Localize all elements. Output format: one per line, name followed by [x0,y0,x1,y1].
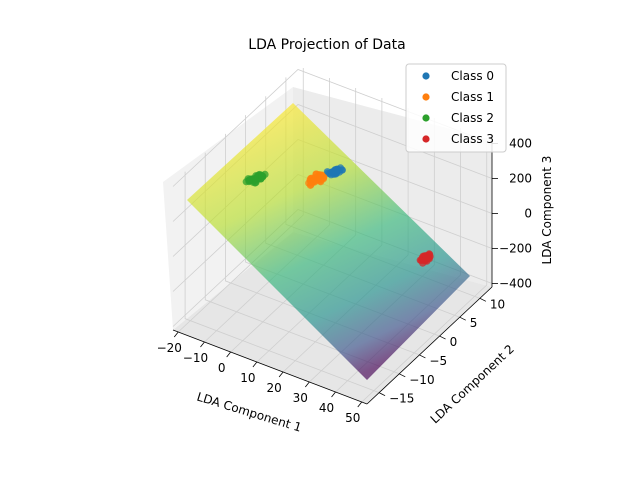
x-tick-mark [305,381,310,388]
x-tick-label: 50 [345,411,360,425]
x-tick-mark [200,341,205,348]
data-point [327,171,335,179]
y-tick-label: −10 [409,373,434,387]
legend-marker [422,72,430,80]
x-tick-mark [357,401,363,408]
z-tick-label: −200 [499,242,532,256]
legend-marker [422,135,430,143]
data-point [245,176,253,184]
legend: Class 0 Class 1 Class 2 Class 3 [405,63,507,153]
data-point [251,175,259,184]
data-points [242,164,434,267]
legend-marker [422,93,430,101]
x-tick-mark [226,351,231,358]
series-class-2 [242,170,269,187]
y-tick-mark [399,373,406,378]
series-class-0 [323,164,346,179]
y-tick-mark [459,316,466,321]
x-tick-mark [252,361,258,368]
x-tick-mark [173,331,179,338]
y-tick-mark [439,335,446,340]
x-tick-mark [278,371,284,378]
x-tick-label: 10 [240,371,255,385]
data-point [317,171,325,179]
y-tick-label: 0 [450,335,458,349]
y-tick-label: 5 [470,316,478,330]
z-tick-label: 0 [524,207,532,221]
y-tick-label: 10 [490,297,505,311]
chart-title: LDA Projection of Data [248,37,405,53]
y-tick-mark [479,297,487,302]
z-tick-label: −400 [499,277,532,291]
x-axis-label: LDA Component 1 [195,390,303,435]
data-point [331,166,340,174]
data-point [422,254,430,262]
x-tick-label: 40 [319,401,334,415]
y-grid-line [184,171,380,394]
legend-label: Class 0 [451,69,494,83]
y-tick-mark [419,354,426,359]
x-tick-label: 20 [266,381,281,395]
y-axis-line [366,286,493,405]
data-point [307,180,315,189]
z-tick-label: 200 [509,172,532,186]
legend-label: Class 3 [451,132,494,146]
series-class-1 [305,170,328,189]
x-tick-label: −10 [183,351,208,365]
legend-label: Class 2 [451,111,494,125]
x-tick-label: 0 [218,361,226,375]
z-tick-label: 400 [509,137,532,151]
legend-box [405,63,507,153]
series-class-3 [416,250,434,267]
y-tick-label: −15 [389,392,414,406]
x-axis-line [172,329,368,405]
x-tick-label: 30 [293,391,308,405]
legend-label: Class 1 [451,90,494,104]
x-grid-line [361,138,488,403]
z-axis-label: LDA Component 3 [540,156,554,265]
legend-marker [422,114,430,122]
x-tick-label: −20 [157,341,182,355]
x-tick-mark [331,391,336,398]
y-tick-mark [378,392,386,397]
axis-ticks: −20−1001020304050−15−10−50510−400−200020… [157,137,532,426]
y-tick-label: −5 [429,354,447,368]
data-point [258,171,266,179]
